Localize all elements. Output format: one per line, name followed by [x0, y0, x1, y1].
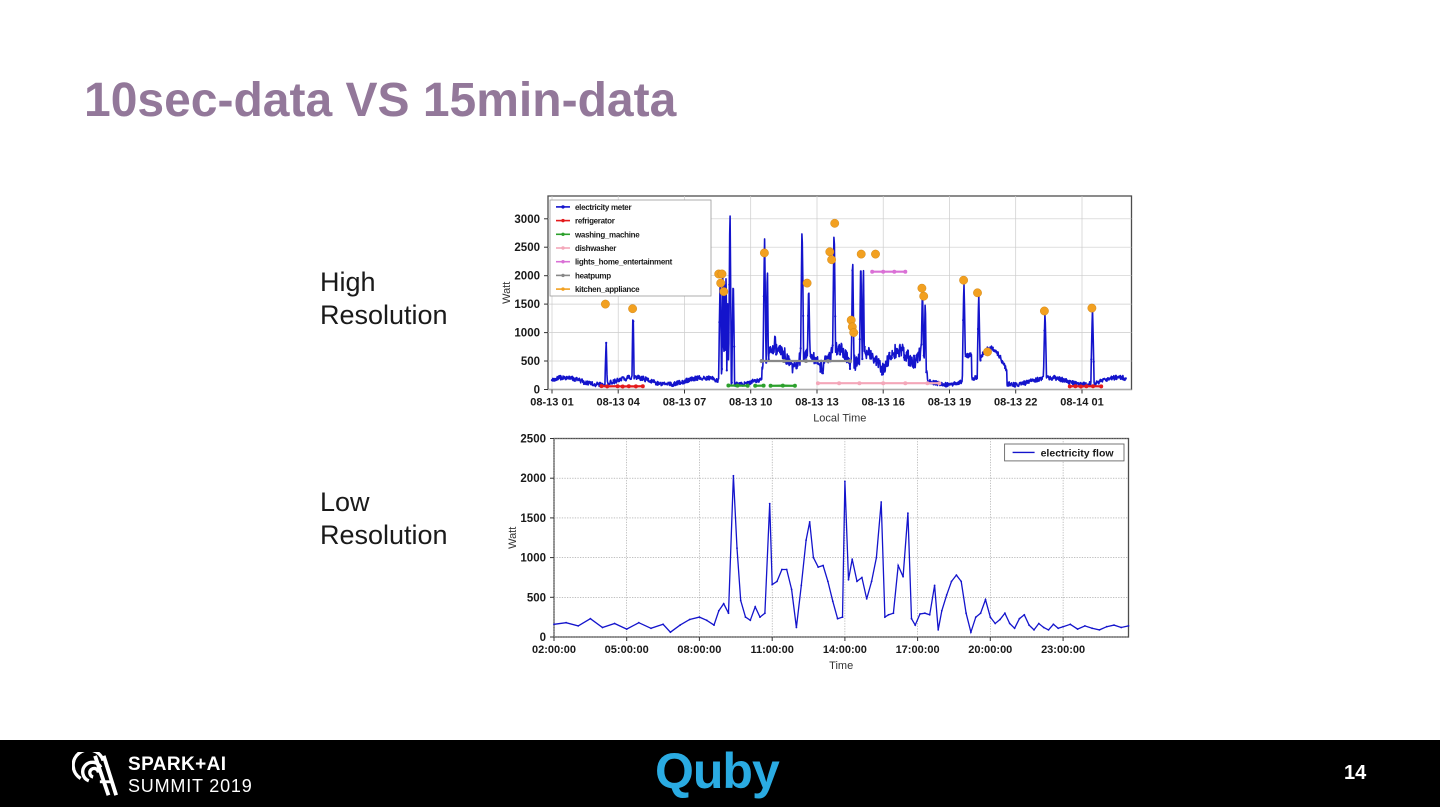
svg-text:23:00:00: 23:00:00 [1041, 644, 1085, 656]
svg-text:2000: 2000 [520, 473, 546, 485]
svg-text:Watt: Watt [507, 527, 519, 549]
svg-text:Time: Time [829, 660, 853, 672]
svg-text:02:00:00: 02:00:00 [532, 644, 576, 656]
svg-text:05:00:00: 05:00:00 [605, 644, 649, 656]
svg-text:17:00:00: 17:00:00 [896, 644, 940, 656]
svg-text:1000: 1000 [520, 553, 546, 565]
svg-text:11:00:00: 11:00:00 [750, 644, 793, 656]
svg-text:08:00:00: 08:00:00 [677, 644, 721, 656]
svg-text:20:00:00: 20:00:00 [968, 644, 1012, 656]
svg-text:500: 500 [527, 592, 546, 604]
svg-text:electricity flow: electricity flow [1041, 447, 1115, 459]
svg-text:1500: 1500 [520, 513, 546, 525]
svg-text:0: 0 [540, 632, 546, 644]
svg-text:2500: 2500 [520, 434, 546, 446]
svg-text:14:00:00: 14:00:00 [823, 644, 867, 656]
